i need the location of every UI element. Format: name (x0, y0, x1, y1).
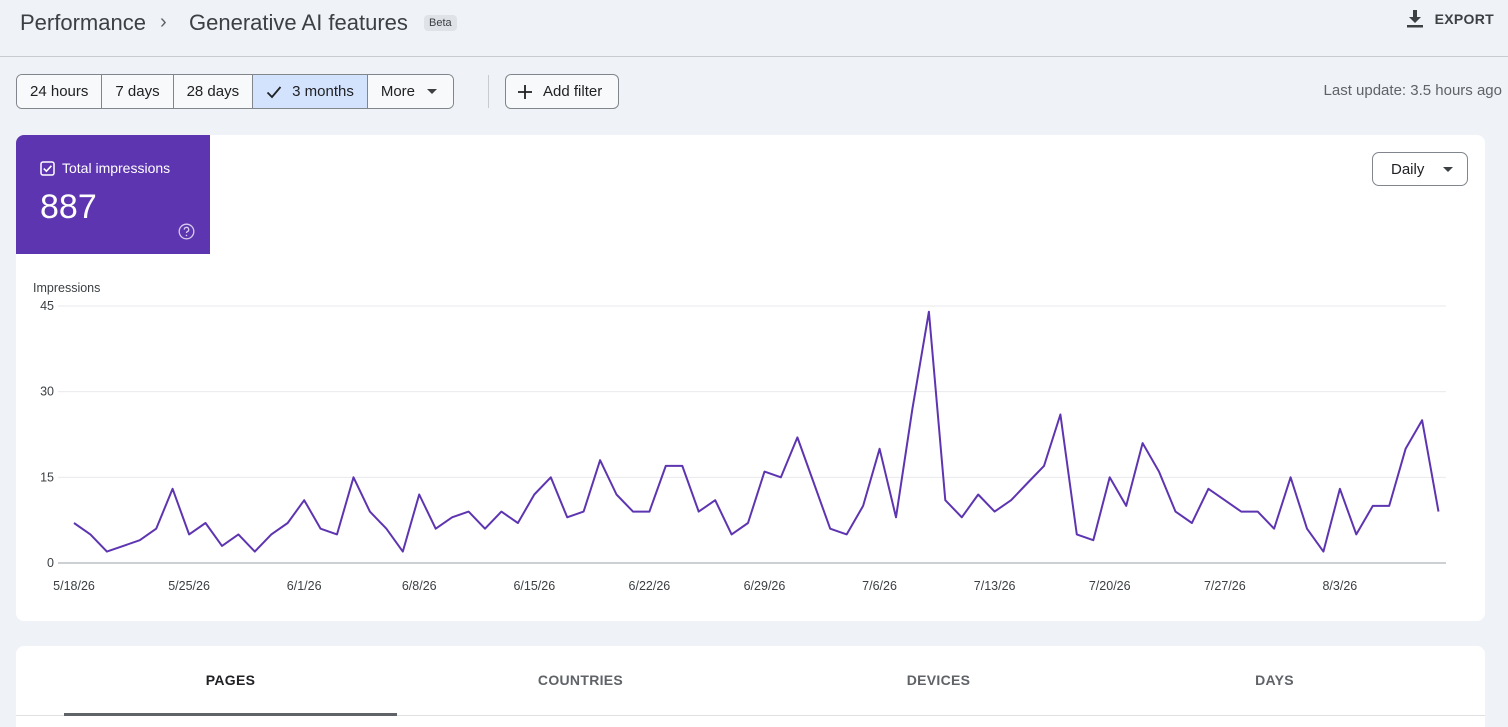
y-tick-label: 30 (40, 385, 54, 399)
x-tick-label: 6/8/26 (402, 579, 437, 593)
range-24-hours[interactable]: 24 hours (17, 75, 103, 108)
x-tick-label: 6/15/26 (513, 579, 555, 593)
breakdown-tabs: PAGES COUNTRIES DEVICES DAYS (16, 646, 1485, 727)
tab-countries[interactable]: COUNTRIES (537, 672, 624, 688)
impressions-line-chart: Impressions 0 15 30 45 5/18/26 5/25/26 6/1/26 6/… (33, 281, 1446, 593)
add-filter-label: Add filter (543, 83, 603, 100)
range-7-days[interactable]: 7 days (102, 75, 174, 108)
x-tick-label: 7/6/26 (862, 579, 897, 593)
export-button[interactable]: EXPORT (1406, 9, 1494, 29)
plus-icon (518, 84, 532, 99)
check-icon (266, 85, 282, 98)
total-impressions-metric[interactable]: Total impressions 887 (16, 135, 210, 254)
date-range-selector: 24 hours 7 days 28 days 3 months More (16, 74, 455, 109)
metric-label: Total impressions (40, 160, 170, 176)
x-tick-label: 8/3/26 (1322, 579, 1357, 593)
chevron-right-icon: › (160, 11, 167, 33)
tab-days[interactable]: DAYS (1255, 672, 1294, 688)
metric-label-text: Total impressions (62, 160, 171, 176)
y-tick-label: 0 (47, 556, 54, 570)
tab-devices[interactable]: DEVICES (906, 672, 971, 688)
checkbox-checked-icon[interactable] (40, 160, 55, 176)
y-axis-title: Impressions (33, 281, 100, 295)
x-tick-label: 5/18/26 (53, 579, 95, 593)
range-label: 24 hours (30, 83, 89, 100)
tabs-divider (16, 715, 1485, 716)
x-tick-label: 7/20/26 (1089, 579, 1131, 593)
tab-pages[interactable]: PAGES (205, 672, 256, 688)
granularity-dropdown[interactable]: Daily (1372, 152, 1468, 186)
more-ranges-dropdown[interactable]: More (367, 75, 454, 108)
range-label: 3 months (292, 83, 354, 100)
more-label: More (380, 83, 416, 100)
range-label: 28 days (186, 83, 240, 100)
y-tick-label: 15 (40, 470, 54, 484)
page-header: Performance › Generative AI features Bet… (0, 0, 1508, 57)
x-tick-label: 6/1/26 (287, 579, 322, 593)
x-tick-label: 6/22/26 (629, 579, 671, 593)
x-tick-label: 7/27/26 (1204, 579, 1246, 593)
range-label: 7 days (115, 83, 160, 100)
breadcrumb-performance[interactable]: Performance (20, 10, 146, 35)
caret-down-icon (1443, 167, 1453, 172)
range-3-months[interactable]: 3 months (253, 75, 368, 108)
y-tick-label: 45 (40, 299, 54, 313)
x-tick-label: 6/29/26 (744, 579, 786, 593)
toolbar-divider (488, 75, 489, 108)
page-title: Generative AI features (189, 10, 408, 35)
range-28-days[interactable]: 28 days (173, 75, 254, 108)
last-update-status: Last update: 3.5 hours ago (1323, 82, 1502, 99)
export-label: EXPORT (1434, 11, 1494, 27)
caret-down-icon (427, 88, 438, 94)
active-tab-indicator (64, 713, 397, 716)
x-tick-label: 7/13/26 (974, 579, 1016, 593)
impressions-series-line (73, 310, 1440, 553)
granularity-label: Daily (1391, 160, 1425, 178)
x-tick-label: 5/25/26 (168, 579, 210, 593)
add-filter-button[interactable]: Add filter (505, 74, 620, 109)
metric-value: 887 (40, 188, 97, 226)
performance-chart-card: Impressions 0 15 30 45 5/18/26 5/25/26 6/1/26 6/… (16, 135, 1485, 621)
beta-badge: Beta (424, 15, 457, 31)
help-icon[interactable] (178, 223, 195, 240)
download-icon (1406, 10, 1423, 28)
